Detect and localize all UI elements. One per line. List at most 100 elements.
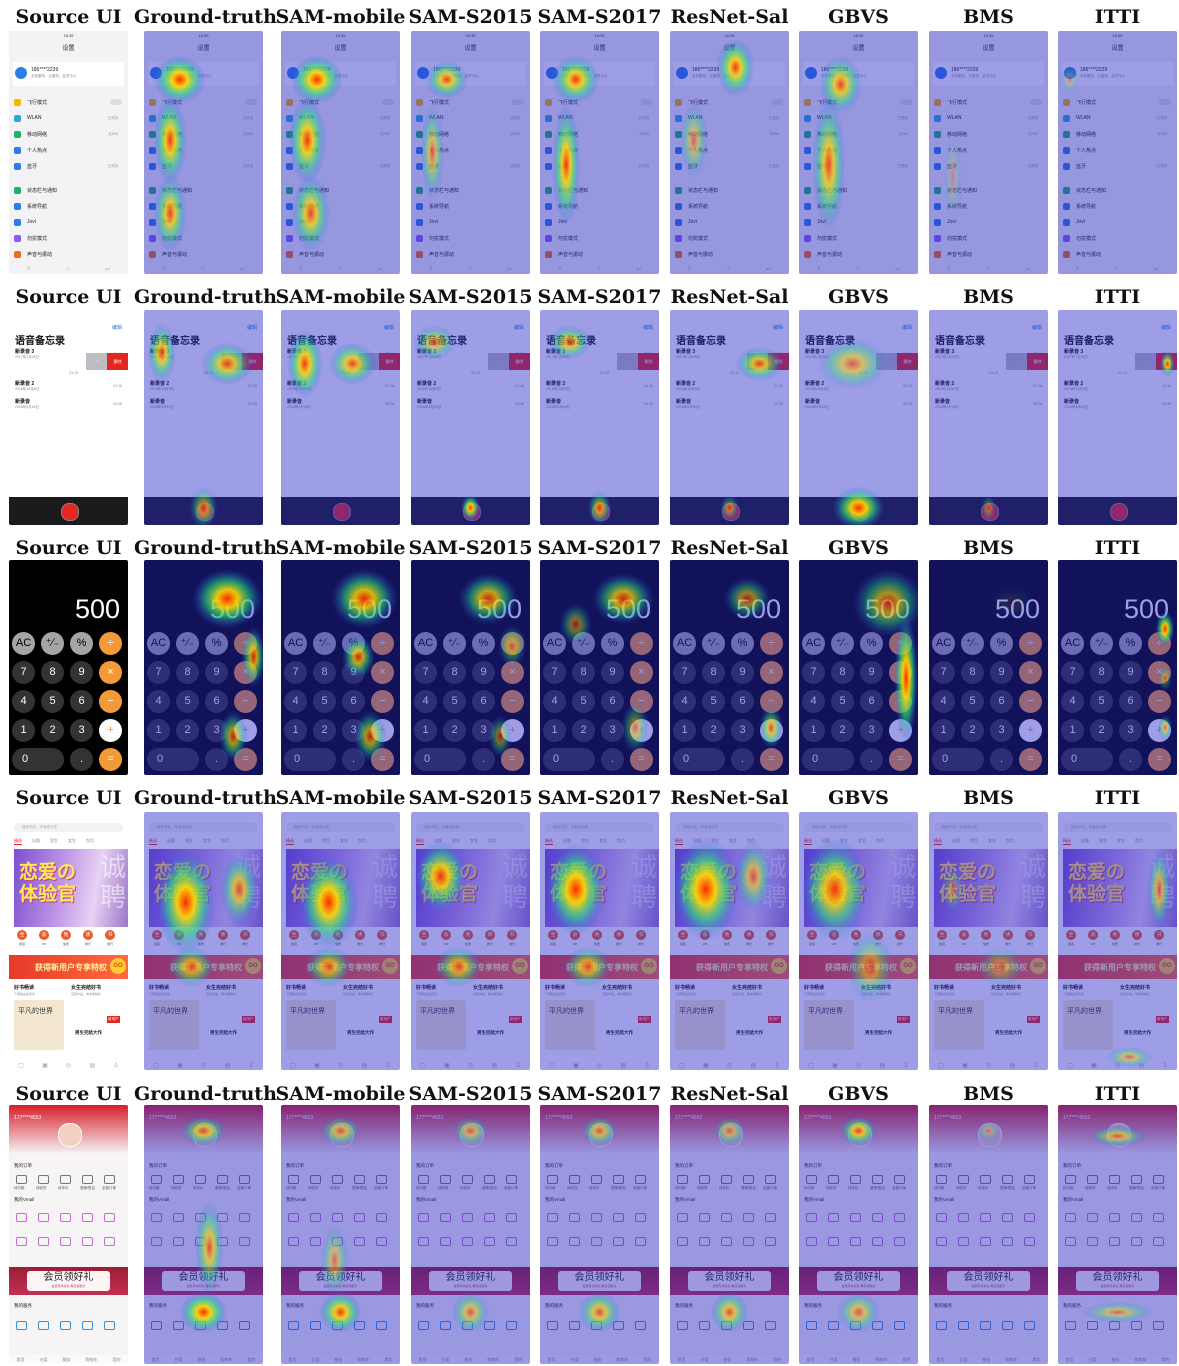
- vmall-icon[interactable]: [16, 1237, 27, 1246]
- search-input[interactable]: 搜索书名、作者或分类: [416, 823, 525, 832]
- tab-item[interactable]: 男生: [840, 838, 848, 843]
- service-icon[interactable]: [936, 1321, 947, 1330]
- tab-item[interactable]: 女生: [858, 838, 866, 843]
- order-icon[interactable]: [936, 1175, 947, 1184]
- memo-item[interactable]: 01:13: [935, 365, 1042, 383]
- tab-item[interactable]: 精选: [1063, 838, 1071, 845]
- calc-key[interactable]: 2: [702, 719, 725, 742]
- vmall-icon[interactable]: [418, 1237, 429, 1246]
- calc-key[interactable]: −: [630, 690, 653, 713]
- calc-key[interactable]: ÷: [760, 632, 783, 655]
- banner[interactable]: 恋爱の 体验官 诚聘: [675, 849, 789, 927]
- settings-row[interactable]: 状态栏与通知: [411, 183, 530, 199]
- vmall-icon[interactable]: [151, 1213, 162, 1222]
- banner[interactable]: 恋爱の 体验官 诚聘: [804, 849, 918, 927]
- order-icon[interactable]: [850, 1175, 861, 1184]
- gift-banner[interactable]: 会员领好礼 会员专享好礼 每日领积分: [411, 1267, 530, 1295]
- service-icon[interactable]: [591, 1321, 602, 1330]
- calc-key[interactable]: =: [630, 748, 653, 771]
- promo-banner[interactable]: 获得新用户专享特权 GO: [144, 955, 263, 979]
- settings-row[interactable]: 勿扰模式: [9, 231, 128, 247]
- category-icon[interactable]: 全: [152, 930, 162, 940]
- service-icon[interactable]: [217, 1321, 228, 1330]
- vmall-icon[interactable]: [721, 1213, 732, 1222]
- order-icon[interactable]: [569, 1175, 580, 1184]
- swipe-actions[interactable]: ··· 删除: [617, 353, 659, 370]
- vmall-icon[interactable]: [1065, 1237, 1076, 1246]
- calc-key[interactable]: =: [760, 748, 783, 771]
- vmall-icon[interactable]: [376, 1213, 387, 1222]
- calc-key[interactable]: =: [371, 748, 394, 771]
- settings-row[interactable]: 状态栏与通知: [670, 183, 789, 199]
- order-icon[interactable]: [1131, 1175, 1142, 1184]
- calc-key[interactable]: 1: [147, 719, 170, 742]
- calc-key[interactable]: 6: [860, 690, 883, 713]
- calc-key[interactable]: ÷: [371, 632, 394, 655]
- calc-key[interactable]: %: [860, 632, 883, 655]
- settings-row[interactable]: 声音与振动: [540, 247, 659, 263]
- calc-key[interactable]: 9: [70, 661, 93, 684]
- category-icon[interactable]: 全: [678, 930, 688, 940]
- calc-key[interactable]: −: [1148, 690, 1171, 713]
- tab-item[interactable]: 精选: [675, 838, 683, 845]
- avatar[interactable]: [459, 1123, 484, 1147]
- service-icon[interactable]: [806, 1321, 817, 1330]
- vmall-icon[interactable]: [506, 1237, 517, 1246]
- calc-key[interactable]: 1: [673, 719, 696, 742]
- order-icon[interactable]: [677, 1175, 688, 1184]
- order-icon[interactable]: [806, 1175, 817, 1184]
- category-icon[interactable]: 书: [507, 930, 517, 940]
- vmall-icon[interactable]: [151, 1237, 162, 1246]
- category-icon[interactable]: 书: [895, 930, 905, 940]
- vmall-icon[interactable]: [721, 1237, 732, 1246]
- memo-item[interactable]: 01:13: [546, 365, 653, 383]
- vmall-icon[interactable]: [440, 1237, 451, 1246]
- settings-row[interactable]: 系统导航: [799, 199, 918, 215]
- settings-row[interactable]: 移动网络 无SIM: [9, 127, 128, 143]
- tab-item[interactable]: 女生: [340, 838, 348, 843]
- settings-row[interactable]: WLAN 已关闭: [411, 111, 530, 127]
- vmall-icon[interactable]: [38, 1213, 49, 1222]
- vmall-icon[interactable]: [850, 1237, 861, 1246]
- settings-row[interactable]: Jovi: [1058, 215, 1177, 231]
- tab-item[interactable]: 出版: [434, 838, 442, 843]
- vmall-icon[interactable]: [484, 1213, 495, 1222]
- category-icon[interactable]: 会: [311, 930, 321, 940]
- calc-key[interactable]: 0: [802, 748, 854, 771]
- swipe-actions[interactable]: ··· 删除: [1135, 353, 1177, 370]
- search-input[interactable]: 搜索书名、作者或分类: [934, 823, 1043, 832]
- calc-key[interactable]: 2: [831, 719, 854, 742]
- order-icon[interactable]: [721, 1175, 732, 1184]
- tab-item[interactable]: 女生: [68, 838, 76, 843]
- vmall-icon[interactable]: [38, 1237, 49, 1246]
- gift-banner[interactable]: 会员领好礼 会员专享好礼 每日领积分: [1058, 1267, 1177, 1295]
- banner[interactable]: 恋爱の 体验官 诚聘: [1063, 849, 1177, 927]
- order-icon[interactable]: [38, 1175, 49, 1184]
- tab-item[interactable]: 包月: [86, 838, 94, 843]
- calc-key[interactable]: +: [1019, 719, 1042, 742]
- service-icon[interactable]: [894, 1321, 905, 1330]
- service-icon[interactable]: [1002, 1321, 1013, 1330]
- calc-key[interactable]: −: [234, 690, 257, 713]
- search-input[interactable]: 搜索书名、作者或分类: [675, 823, 784, 832]
- order-icon[interactable]: [872, 1175, 883, 1184]
- tab-item[interactable]: 精选: [286, 838, 294, 845]
- category-icon[interactable]: 书: [636, 930, 646, 940]
- banner[interactable]: 恋爱の 体验官 诚聘: [416, 849, 530, 927]
- calc-key[interactable]: +: [889, 719, 912, 742]
- avatar[interactable]: [718, 1123, 743, 1147]
- settings-row[interactable]: 飞行模式: [411, 95, 530, 111]
- vmall-icon[interactable]: [217, 1213, 228, 1222]
- account-row[interactable]: 186****2239 手机服务、云服务、会员中心: [1062, 62, 1173, 86]
- record-button[interactable]: [980, 503, 999, 521]
- calc-key[interactable]: ÷: [99, 632, 122, 655]
- order-icon[interactable]: [591, 1175, 602, 1184]
- order-icon[interactable]: [217, 1175, 228, 1184]
- calc-key[interactable]: ×: [501, 661, 524, 684]
- service-icon[interactable]: [354, 1321, 365, 1330]
- tab-item[interactable]: 出版: [32, 838, 40, 843]
- vmall-icon[interactable]: [239, 1237, 250, 1246]
- account-row[interactable]: 186****2239 手机服务、云服务、会员中心: [148, 62, 259, 86]
- tab-item[interactable]: 男生: [322, 838, 330, 843]
- calc-key[interactable]: AC: [932, 632, 955, 655]
